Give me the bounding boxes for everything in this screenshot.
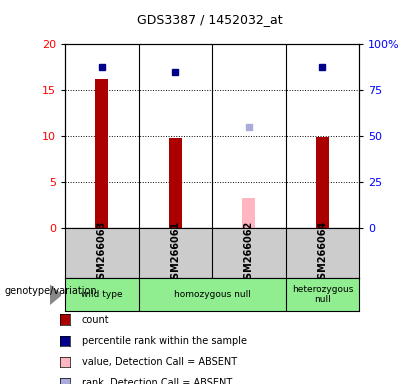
Bar [95,79,108,228]
Text: heterozygous
null: heterozygous null [291,285,353,305]
Bar [169,138,182,228]
Text: value, Detection Call = ABSENT: value, Detection Call = ABSENT [82,357,237,367]
Text: GSM266064: GSM266064 [318,221,327,286]
Bar [316,137,329,228]
Text: percentile rank within the sample: percentile rank within the sample [82,336,247,346]
Polygon shape [50,285,61,305]
Text: count: count [82,315,110,325]
Bar [242,198,255,228]
Text: genotype/variation: genotype/variation [4,286,97,296]
Text: GSM266062: GSM266062 [244,221,254,286]
Text: rank, Detection Call = ABSENT: rank, Detection Call = ABSENT [82,378,232,384]
Text: GSM266061: GSM266061 [171,221,180,286]
Text: wild type: wild type [81,290,123,299]
Text: homozygous null: homozygous null [173,290,251,299]
Text: GSM266063: GSM266063 [97,221,107,286]
Text: GDS3387 / 1452032_at: GDS3387 / 1452032_at [137,13,283,26]
